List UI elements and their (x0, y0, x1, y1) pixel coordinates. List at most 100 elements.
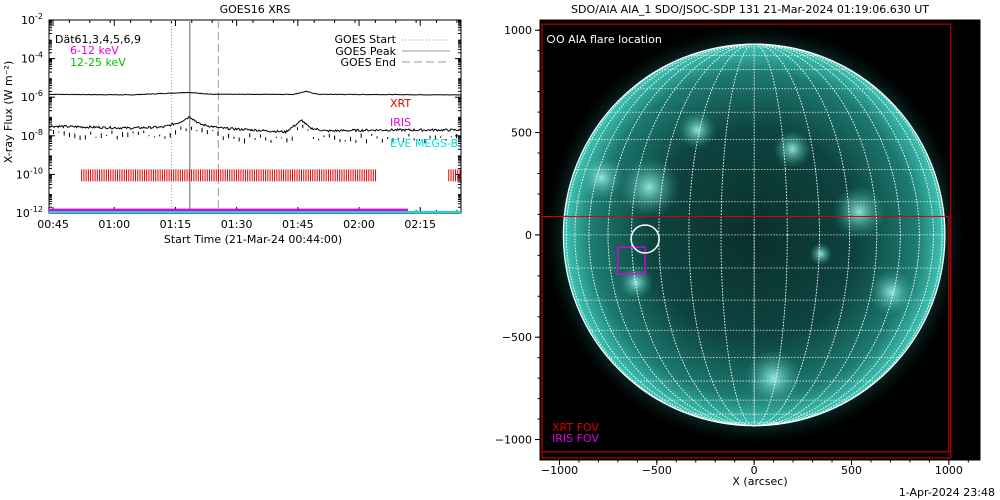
goes-series-line-low (49, 90, 462, 96)
longitude-line (574, 43, 934, 427)
goes-y-tick-label: 10-2 (21, 12, 43, 27)
goes-high-dropout (143, 130, 145, 134)
goes-channels-label: Dät61,3,4,5,6,9 (55, 33, 141, 46)
goes-high-dropout (79, 135, 81, 141)
timestamp: 1-Apr-2024 23:48 (899, 486, 995, 499)
goes-high-dropout (350, 136, 352, 142)
solar-limb (562, 43, 946, 427)
goes-high-dropout (153, 136, 155, 138)
aia-y-tick-label: 500 (511, 127, 532, 140)
goes-high-dropout (392, 138, 394, 142)
goes-high-dropout (228, 133, 230, 139)
xrt-fov-box-2 (541, 215, 950, 453)
goes-high-dropout (445, 138, 447, 141)
goes-high-dropout (381, 138, 383, 143)
goes-high-dropout (365, 139, 367, 144)
aia-x-tick-label: 0 (751, 464, 758, 477)
goes-high-dropout (360, 133, 362, 138)
goes-high-dropout (440, 136, 442, 138)
goes-y-tick-exponent: -6 (35, 89, 43, 98)
goes-high-dropout (53, 130, 55, 135)
goes-high-dropout (275, 136, 277, 139)
xrt-coverage-label: XRT (390, 97, 411, 110)
legend-goes-start: GOES Start (335, 33, 397, 46)
legend-goes-peak: GOES Peak (335, 45, 396, 58)
goes-high-dropout (243, 138, 245, 144)
goes-high-dropout (127, 132, 129, 138)
active-region (677, 110, 716, 150)
aia-y-tick-label: 0 (525, 229, 532, 242)
goes-x-tick-label: 01:15 (160, 218, 192, 231)
active-region (773, 129, 812, 169)
longitude-line (607, 43, 901, 427)
goes-high-dropout (387, 137, 389, 140)
longitude-line (631, 43, 878, 427)
goes-high-band-label: 12-25 keV (70, 56, 126, 69)
eve-coverage-label: EVE MEGS-B (390, 137, 458, 150)
legend-goes-end: GOES End (340, 56, 396, 69)
goes-high-dropout (159, 134, 161, 137)
aia-flare-location-legend: O AIA flare location (556, 33, 662, 46)
goes-high-dropout (371, 133, 373, 136)
goes-high-dropout (334, 135, 336, 140)
goes-high-dropout (116, 135, 118, 140)
goes-high-dropout (84, 135, 86, 140)
goes-high-dropout (318, 138, 320, 141)
goes-high-dropout (376, 136, 378, 139)
goes-high-dropout (291, 136, 293, 141)
goes-high-dropout (403, 138, 405, 143)
goes-high-dropout (132, 131, 134, 134)
goes-high-dropout (180, 126, 182, 130)
goes-high-dropout (408, 133, 410, 137)
active-region (618, 156, 680, 218)
goes-high-dropout (217, 131, 219, 136)
goes-x-axis-label: Start Time (21-Mar-24 00:44:00) (164, 233, 342, 246)
goes-high-dropout (212, 130, 214, 132)
flare-location-circle (630, 224, 660, 254)
xrt-fov-label: XRT FOV (552, 421, 599, 434)
goes-high-dropout (111, 130, 113, 134)
goes-y-tick-label: 10-10 (16, 166, 43, 181)
goes-y-tick-label: 10-8 (21, 128, 43, 143)
goes-high-dropout (185, 128, 187, 132)
goes-high-dropout (137, 131, 139, 135)
goes-xrs-panel: GOES16 XRS X-ray Flux (W m⁻²) Start Time… (2, 3, 462, 246)
goes-y-tick-exponent: -4 (35, 51, 43, 60)
goes-high-dropout (238, 137, 240, 142)
iris-fov-box (617, 246, 646, 275)
aia-x-axis-label: X (arcsec) (732, 475, 787, 488)
goes-high-dropout (148, 135, 150, 137)
goes-high-dropout (206, 130, 208, 135)
goes-high-dropout (297, 127, 299, 131)
goes-high-dropout (100, 133, 102, 139)
flare-location-legend-marker (547, 35, 555, 43)
goes-series-line-high (48, 115, 462, 135)
goes-high-dropout (355, 139, 357, 143)
goes-high-dropout (95, 136, 97, 138)
goes-x-tick-label: 01:30 (221, 218, 253, 231)
goes-high-dropout (270, 139, 272, 143)
goes-high-dropout (424, 139, 426, 144)
active-region (578, 154, 625, 201)
aia-image-panel: SDO/AIA AIA_1 SDO/JSOC-SDP 131 21-Mar-20… (495, 3, 995, 499)
aia-x-tick-label: 1000 (935, 464, 963, 477)
aia-y-tick-label: −1000 (495, 434, 532, 447)
active-region (744, 349, 802, 407)
goes-chart-title: GOES16 XRS (220, 3, 291, 16)
iris-fov-label: IRIS FOV (552, 432, 599, 445)
goes-high-dropout (397, 137, 399, 140)
goes-high-dropout (259, 134, 261, 138)
goes-high-dropout (286, 138, 288, 143)
goes-high-dropout (169, 132, 171, 138)
goes-high-dropout (249, 133, 251, 138)
active-region (618, 265, 654, 300)
goes-high-dropout (68, 132, 70, 138)
goes-high-dropout (265, 137, 267, 141)
goes-high-dropout (58, 131, 60, 133)
aia-x-tick-label: 500 (841, 464, 862, 477)
goes-x-tick-label: 00:45 (37, 218, 69, 231)
goes-high-dropout (302, 124, 304, 129)
goes-high-dropout (222, 136, 224, 141)
